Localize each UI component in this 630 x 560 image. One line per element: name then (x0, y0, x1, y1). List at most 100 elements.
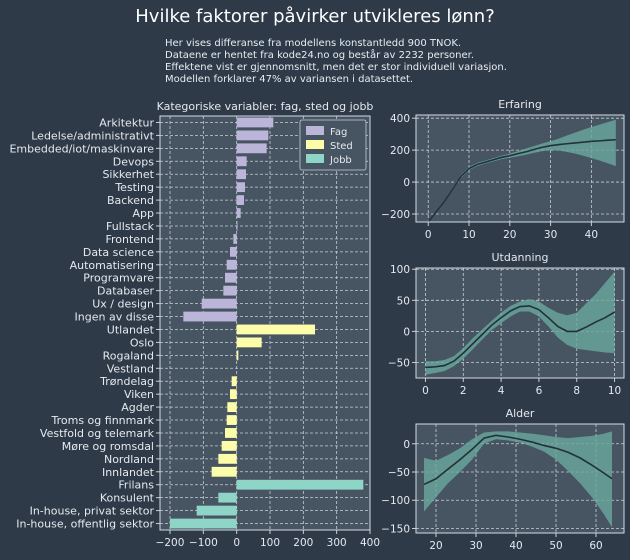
line-x-tick-label: 30 (469, 540, 482, 552)
subtitle-line: Dataene er hentet fra kode24.no og bestå… (165, 50, 475, 61)
bar-x-tick-label: 200 (293, 537, 313, 549)
bar (226, 415, 237, 425)
bar-category-label: Vestfold og telemark (40, 427, 155, 440)
line-plot-frame (415, 423, 625, 534)
bar-category-label: Konsulent (100, 492, 155, 505)
bar-category-label: Automatisering (70, 259, 154, 272)
bar-category-label: Viken (124, 388, 154, 401)
bar-x-tick-label: 100 (260, 537, 280, 549)
subtitle-line: Modellen forklarer 47% av variansen i da… (165, 74, 414, 85)
bar-category-label: Arkitektur (99, 116, 154, 129)
line-y-tick-label: 50 (397, 295, 410, 307)
line-x-tick-label: 40 (509, 540, 522, 552)
bar (183, 311, 237, 322)
bar (236, 195, 244, 206)
bar-plot-area (160, 116, 370, 530)
line-x-tick-label: 4 (498, 385, 505, 397)
bar-category-label: Testing (114, 181, 154, 194)
subtitle-line: Her vises differanse fra modellens konst… (165, 38, 462, 49)
bar-category-label: In-house, privat sektor (30, 505, 155, 518)
bar (225, 428, 237, 438)
line-x-tick-label: 60 (589, 540, 602, 552)
bar (236, 156, 247, 167)
legend-swatch (306, 140, 324, 149)
bar-category-label: Ingen av disse (75, 311, 155, 324)
line-chart: 0 10 20 30 40 −200 0 200 400 Erfaring (381, 98, 625, 241)
legend-swatch (306, 154, 324, 163)
bar-category-label: Frontend (105, 233, 154, 246)
line-y-tick-label: 0 (403, 326, 410, 338)
bar-category-label: Agder (121, 401, 154, 414)
confidence-band (428, 119, 616, 223)
line-y-tick-label: 0 (403, 177, 410, 189)
line-y-tick-label: 400 (390, 113, 410, 125)
bar-x-tick-label: −200 (156, 537, 185, 549)
effect-line (425, 305, 615, 369)
bar-chart: −200 −100 0 100 200 300 400 ArkitekturLedelse/a… (9, 100, 380, 549)
bar (236, 169, 246, 180)
line-y-tick-label: 100 (390, 264, 410, 276)
line-x-tick-label: 20 (503, 229, 516, 241)
bar-category-label: App (133, 207, 155, 220)
confidence-band (424, 431, 612, 528)
bar (236, 350, 239, 361)
bar (230, 246, 237, 257)
bar-category-label: Data science (83, 246, 154, 259)
line-y-tick-label: −100 (381, 495, 410, 507)
bar (236, 130, 269, 141)
bar (223, 285, 237, 296)
legend-label: Jobb (329, 155, 352, 166)
bar-category-label: Programvare (83, 272, 154, 285)
bar-x-tick-label: −100 (189, 537, 218, 549)
line-plot-frame (415, 114, 625, 223)
bar-x-tick-label: 300 (327, 537, 347, 549)
bar-category-label: Trøndelag (99, 375, 154, 388)
line-chart-title: Utdanning (491, 251, 548, 264)
line-y-tick-label: −150 (381, 523, 410, 535)
line-x-tick-label: 50 (549, 540, 562, 552)
bar-category-label: Nordland (104, 453, 154, 466)
bar-category-label: Troms og finnmark (51, 414, 155, 427)
bar (196, 505, 237, 516)
bar-category-label: Embedded/iot/maskinvare (9, 142, 154, 155)
bar (236, 117, 274, 128)
line-y-tick-label: −50 (388, 357, 410, 369)
bar-category-label: Ledelse/administrativt (31, 129, 154, 142)
legend-label: Fag (330, 127, 347, 138)
bar (218, 492, 237, 503)
effect-line (423, 434, 613, 486)
bar-category-label: Fullstack (106, 220, 155, 233)
bar (221, 440, 237, 451)
line-chart: 0 2 4 6 8 10 −50 0 50 100 Utdanning (388, 251, 625, 397)
bar (231, 376, 237, 387)
line-x-tick-label: 20 (429, 540, 442, 552)
bar-category-label: Oslo (130, 336, 154, 349)
bar-category-label: Ux / design (92, 298, 154, 311)
line-y-tick-label: −50 (388, 467, 410, 479)
bar (236, 143, 267, 154)
bar-category-label: Møre og romsdal (62, 440, 154, 453)
subtitle-line: Effektene vist er gjennomsnitt, men det … (165, 62, 507, 73)
bar (236, 324, 315, 335)
bar-category-label: Databaser (97, 285, 154, 298)
line-x-tick-label: 6 (536, 385, 543, 397)
line-x-tick-label: 0 (425, 229, 432, 241)
bar (236, 208, 241, 218)
line-x-tick-label: 10 (462, 229, 475, 241)
line-chart-title: Alder (506, 407, 535, 420)
bar (225, 272, 237, 283)
bar-category-label: Frilans (118, 479, 154, 492)
bar (227, 402, 237, 413)
bar (236, 221, 238, 231)
bar (170, 518, 237, 529)
bar-x-tick-label: 0 (233, 537, 240, 549)
line-x-tick-label: 8 (573, 385, 580, 397)
line-x-tick-label: 30 (544, 229, 557, 241)
bar (236, 479, 364, 490)
bar (218, 453, 237, 464)
line-x-tick-label: 0 (422, 385, 429, 397)
bar-legend: Fag Sted Jobb (299, 119, 367, 171)
bar (226, 259, 237, 270)
